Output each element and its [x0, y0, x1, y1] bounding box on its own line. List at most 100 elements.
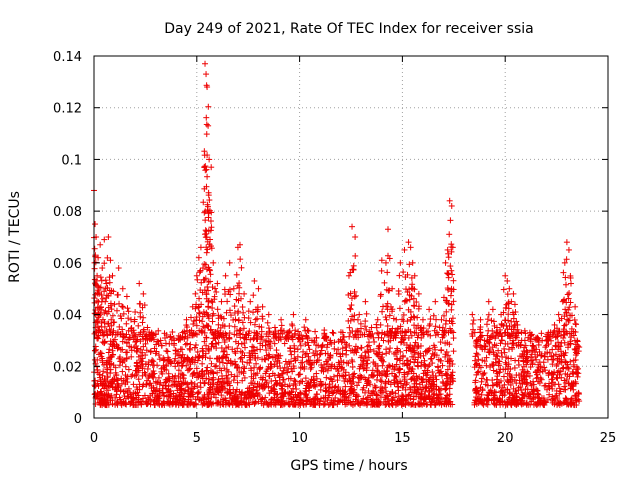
- data-point: [155, 374, 162, 381]
- data-point: [376, 342, 383, 349]
- data-point: [396, 305, 403, 312]
- data-point: [406, 261, 413, 268]
- data-point: [151, 345, 158, 352]
- data-point: [147, 380, 154, 387]
- data-point: [121, 393, 128, 400]
- data-point: [469, 320, 476, 327]
- data-point: [442, 259, 449, 266]
- data-point: [473, 350, 480, 357]
- data-point: [113, 307, 120, 314]
- data-point: [219, 359, 226, 366]
- data-point: [475, 356, 482, 363]
- data-point: [373, 376, 380, 383]
- data-point: [447, 217, 454, 224]
- data-point: [192, 342, 199, 349]
- y-axis-label: ROTI / TECUs: [7, 191, 23, 283]
- data-point: [196, 353, 203, 360]
- data-point: [384, 398, 391, 405]
- data-point: [188, 379, 195, 386]
- data-point: [241, 374, 248, 381]
- data-point: [226, 259, 233, 266]
- data-point: [236, 369, 243, 376]
- data-point: [226, 322, 233, 329]
- data-point: [227, 359, 234, 366]
- x-tick-labels: 0 5 10 15 20 25: [90, 431, 616, 446]
- y-tick-label: 0: [74, 412, 82, 427]
- data-point: [194, 389, 201, 396]
- data-point: [186, 366, 193, 373]
- data-point: [398, 392, 405, 399]
- data-point: [447, 263, 454, 270]
- data-point: [375, 330, 382, 337]
- data-point: [313, 370, 320, 377]
- data-point: [450, 335, 457, 342]
- data-point: [97, 388, 104, 395]
- data-point: [371, 338, 378, 345]
- data-point: [449, 315, 456, 322]
- data-point: [428, 355, 435, 362]
- data-point: [438, 346, 445, 353]
- data-point: [362, 389, 369, 396]
- data-point: [207, 271, 214, 278]
- y-tick-label: 0.14: [53, 50, 82, 65]
- data-point: [483, 321, 490, 328]
- data-point: [229, 346, 236, 353]
- data-point: [489, 306, 496, 313]
- data-point: [290, 311, 297, 318]
- data-point: [97, 349, 104, 356]
- data-point: [382, 314, 389, 321]
- data-point: [154, 388, 161, 395]
- data-point: [177, 385, 184, 392]
- data-point: [125, 315, 132, 322]
- data-point: [431, 382, 438, 389]
- data-point: [137, 346, 144, 353]
- data-point: [175, 367, 182, 374]
- data-point: [484, 316, 491, 323]
- data-point: [334, 372, 341, 379]
- data-point: [175, 378, 182, 385]
- data-point: [174, 387, 181, 394]
- data-point: [251, 277, 258, 284]
- data-point: [218, 298, 225, 305]
- data-point: [374, 316, 381, 323]
- data-point: [500, 286, 507, 293]
- data-point: [349, 364, 356, 371]
- data-point: [312, 328, 319, 335]
- data-point: [284, 361, 291, 368]
- data-point: [564, 291, 571, 298]
- data-point: [252, 372, 259, 379]
- data-point: [346, 305, 353, 312]
- data-point: [203, 114, 210, 121]
- data-point: [356, 311, 363, 318]
- data-point: [407, 348, 414, 355]
- data-point: [325, 388, 332, 395]
- data-point: [250, 292, 257, 299]
- data-point: [402, 328, 409, 335]
- data-point: [414, 314, 421, 321]
- data-point: [263, 337, 270, 344]
- data-point: [125, 366, 132, 373]
- data-point: [567, 358, 574, 365]
- data-point: [567, 280, 574, 287]
- data-point: [323, 344, 330, 351]
- data-point: [511, 301, 518, 308]
- data-point: [204, 173, 211, 180]
- data-point: [509, 345, 516, 352]
- data-point: [370, 373, 377, 380]
- data-point: [211, 391, 218, 398]
- data-point: [504, 277, 511, 284]
- data-point: [326, 401, 333, 408]
- data-point: [285, 375, 292, 382]
- data-point: [263, 399, 270, 406]
- data-point: [297, 342, 304, 349]
- data-point: [352, 328, 359, 335]
- data-point: [396, 272, 403, 279]
- data-point: [119, 338, 126, 345]
- data-point: [252, 316, 259, 323]
- data-point: [347, 306, 354, 313]
- data-point: [355, 379, 362, 386]
- data-point: [278, 322, 285, 329]
- data-point: [350, 373, 357, 380]
- data-point: [345, 360, 352, 367]
- data-point: [187, 365, 194, 372]
